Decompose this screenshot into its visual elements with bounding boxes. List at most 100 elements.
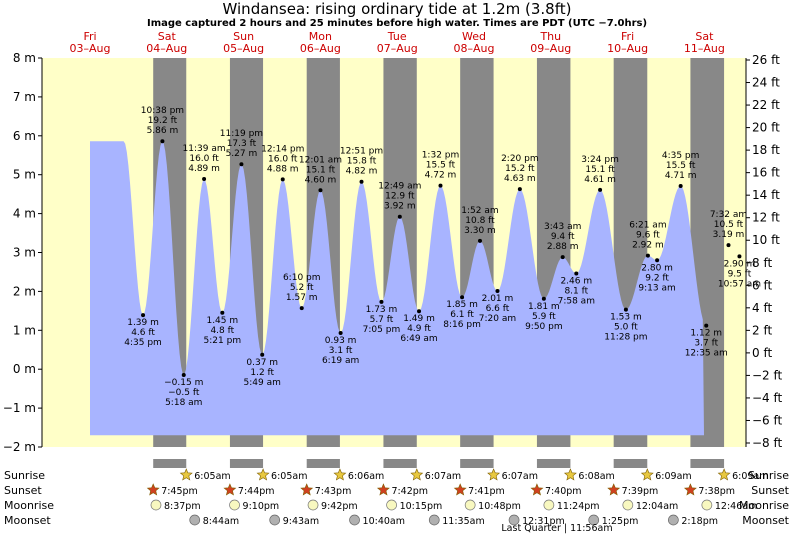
day-name: Sun — [233, 30, 254, 43]
tide-event-dot — [678, 183, 683, 188]
tide-event-label: 2:20 pm — [501, 154, 539, 164]
tide-event-dot — [202, 176, 207, 181]
moonrise-icon — [229, 499, 240, 511]
tide-event-label: 4:35 pm — [124, 338, 162, 348]
left-tick-label: 3 m — [13, 246, 36, 260]
tide-event-label: 1.49 m — [403, 314, 435, 324]
tide-event-label: 4.9 ft — [407, 324, 431, 334]
tide-event-dot — [280, 177, 285, 182]
tide-event-dot — [477, 238, 482, 243]
day-date: 04–Aug — [146, 42, 187, 55]
tide-event-label: 4.72 m — [425, 171, 457, 181]
right-tick-label: 16 ft — [752, 166, 780, 180]
tide-event-label: 4.89 m — [188, 164, 220, 174]
moonrise-icon — [386, 499, 397, 511]
left-tick-label: 0 m — [13, 362, 36, 376]
moon-phase-label: Last Quarter | 11:56am — [501, 523, 612, 534]
right-tick-label: 12 ft — [752, 211, 780, 225]
left-tick-label: 4 m — [13, 207, 36, 221]
tide-event-label: 1:32 pm — [422, 151, 460, 161]
moonset-icon — [269, 514, 281, 526]
left-tick-label: 7 m — [13, 90, 36, 104]
sunset-icon — [300, 483, 314, 496]
tide-event-dot — [141, 313, 146, 318]
row-label-left: Sunset — [4, 484, 42, 497]
tide-event-label: 5:21 pm — [204, 336, 242, 346]
sunrise-time: 6:07am — [502, 471, 538, 482]
tide-event-label: 1:52 am — [461, 206, 498, 216]
tide-event-label: 1.53 m — [610, 313, 642, 323]
tide-event-label: 12:35 am — [685, 349, 728, 359]
tide-event-label: 6.6 ft — [486, 304, 510, 314]
tide-event-label: 1.81 m — [528, 302, 560, 312]
day-name: Sat — [158, 30, 177, 43]
tide-event-label: 2.90 m — [724, 259, 756, 269]
day-name: Wed — [462, 30, 486, 43]
tide-event-label: 3.92 m — [384, 202, 416, 212]
chart-subtitle: Image captured 2 hours and 25 minutes be… — [147, 18, 647, 29]
row-label-left: Moonrise — [4, 499, 54, 512]
tide-event-label: 5.0 ft — [614, 323, 638, 333]
row-label-right: Sunset — [751, 484, 789, 497]
tide-event-label: 15.1 ft — [585, 165, 615, 175]
sunset-time: 7:42pm — [391, 486, 428, 497]
tide-event-label: 8.1 ft — [564, 287, 588, 297]
left-tick-label: 6 m — [13, 129, 36, 143]
day-date: 05–Aug — [223, 42, 264, 55]
tide-event-label: 2.80 m — [641, 263, 673, 273]
tide-event-dot — [338, 331, 343, 336]
sunrise-icon — [640, 468, 654, 481]
day-name: Tue — [387, 30, 407, 43]
tide-event-dot — [160, 139, 165, 144]
tide-water-area — [90, 141, 704, 436]
tide-event-label: 4.82 m — [346, 167, 378, 177]
tide-event-label: 5.7 ft — [370, 315, 394, 325]
moonrise-time: 12:04am — [636, 501, 678, 512]
sunset-icon — [223, 483, 237, 496]
tide-event-label: 4.88 m — [267, 164, 299, 174]
moonset-icon — [588, 514, 600, 526]
left-tick-label: 2 m — [13, 284, 36, 298]
moonset-icon — [189, 514, 201, 526]
tide-event-dot — [239, 162, 244, 167]
tide-event-label: 11:19 pm — [220, 129, 263, 139]
moonset-time: 9:43am — [283, 516, 319, 527]
tide-event-dot — [737, 254, 742, 259]
right-tick-label: 22 ft — [752, 98, 780, 112]
day-date: 08–Aug — [454, 42, 495, 55]
row-label-right: Moonrise — [739, 499, 789, 512]
tide-event-label: 11:28 pm — [604, 333, 647, 343]
tide-event-dot — [704, 323, 709, 328]
sunrise-icon — [410, 468, 424, 481]
moonrise-time: 9:42pm — [321, 501, 358, 512]
left-tick-label: 5 m — [13, 168, 36, 182]
left-tick-label: −2 m — [3, 440, 36, 454]
left-tick-label: 1 m — [13, 323, 36, 337]
left-tick-label: −1 m — [3, 401, 36, 415]
tide-event-label: 7:58 am — [558, 297, 595, 307]
sunrise-icon — [256, 468, 270, 481]
sunset-icon — [530, 483, 544, 496]
sunrise-time: 6:05am — [194, 471, 230, 482]
tide-event-label: 3.30 m — [464, 226, 496, 236]
tide-event-label: 0.93 m — [325, 336, 357, 346]
night-band-tick-6 — [536, 459, 571, 468]
right-tick-label: 24 ft — [752, 76, 780, 90]
tide-event-label: 16.0 ft — [189, 154, 219, 164]
right-tick-label: 0 ft — [752, 346, 772, 360]
tide-event-label: 6.1 ft — [450, 310, 474, 320]
tide-event-label: 6:19 am — [322, 356, 359, 366]
moonset-time: 11:35am — [442, 516, 484, 527]
tide-event-label: 3.19 m — [713, 230, 745, 240]
row-label-right: Moonset — [742, 514, 789, 527]
moonrise-time: 11:24pm — [557, 501, 600, 512]
tide-event-label: 10:57 am — [718, 279, 761, 289]
tide-event-label: 4.6 ft — [131, 328, 155, 338]
sunset-time: 7:40pm — [545, 486, 582, 497]
sunrise-time: 6:06am — [348, 471, 384, 482]
sunrise-icon — [717, 468, 731, 481]
right-tick-label: −8 ft — [752, 436, 783, 450]
tide-event-label: 3:43 am — [544, 222, 581, 232]
